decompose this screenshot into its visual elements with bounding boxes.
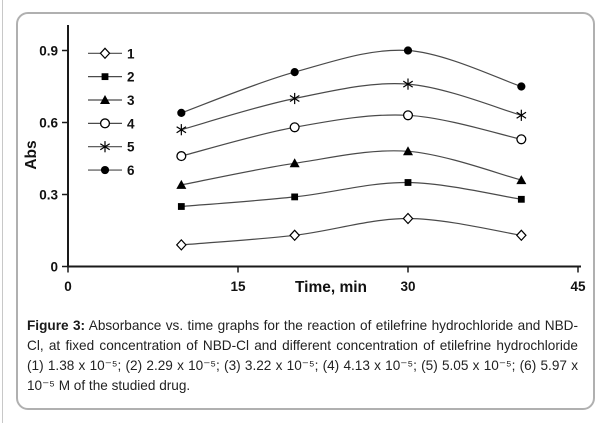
series-1-marker-40min <box>515 229 527 242</box>
legend-item-6-label: 6 <box>127 163 135 178</box>
series-5-marker-40min <box>516 109 527 121</box>
x-axis-label: Time, min <box>295 279 367 296</box>
figure-caption-label: Figure 3: <box>27 318 86 333</box>
series-1-marker-20min <box>289 229 301 242</box>
series-3-line <box>181 150 522 186</box>
legend-item-2: 2 <box>88 70 135 85</box>
series-6-line <box>181 49 522 114</box>
y-tick-label-0.9: 0.9 <box>39 44 58 59</box>
series-6-marker-40min <box>517 82 526 91</box>
series-5-marker-30min <box>402 78 414 90</box>
series-2-line <box>181 181 522 208</box>
legend-item-3: 3 <box>88 93 135 108</box>
series-6-marker-20min <box>290 68 299 77</box>
series-1-marker-30min <box>402 212 414 225</box>
series-2-marker-30min <box>404 179 412 186</box>
series-2-marker-20min <box>291 193 299 201</box>
absorbance-chart: 0 0.3 0.6 0.9 0 15 30 45 Time, min Abs 1 2 3 4 5 6 <box>23 25 586 296</box>
series-4-marker-30min <box>402 110 414 121</box>
series-2-marker-40min <box>517 195 525 203</box>
legend-item-4-label: 4 <box>127 116 135 131</box>
y-tick-label-0.3: 0.3 <box>39 188 58 203</box>
x-tick-label-0: 0 <box>64 279 72 294</box>
y-axis-label: Abs <box>23 140 40 169</box>
legend-item-3-label: 3 <box>127 93 135 108</box>
legend-item-2-label: 2 <box>127 70 135 85</box>
figure-caption: Figure 3: Absorbance vs. time graphs for… <box>27 316 578 396</box>
legend-item-1-marker <box>99 47 111 60</box>
legend-item-2-marker <box>101 73 109 81</box>
x-tick-label-45: 45 <box>570 279 586 294</box>
series-2-marker-10min <box>177 203 185 210</box>
legend-item-1-label: 1 <box>127 46 135 61</box>
legend-item-1: 1 <box>88 46 135 61</box>
series-1-line <box>181 217 522 246</box>
y-tick-label-0: 0 <box>50 260 58 275</box>
figure-card <box>16 12 595 410</box>
legend-item-6-marker <box>100 165 110 175</box>
legend-item-5-marker <box>99 141 111 153</box>
series-4-marker-40min <box>516 134 527 145</box>
series-6-marker-10min <box>177 108 186 117</box>
y-tick-label-0.6: 0.6 <box>39 116 58 131</box>
legend-item-4-marker <box>99 118 111 129</box>
left-border-line <box>2 0 3 423</box>
series-5-marker-10min <box>176 124 187 136</box>
legend-item-6: 6 <box>88 163 135 178</box>
legend-item-4: 4 <box>88 116 135 131</box>
series-5-marker-20min <box>289 92 300 105</box>
series-4-marker-20min <box>289 122 300 133</box>
figure-caption-text: Absorbance vs. time graphs for the react… <box>27 318 578 393</box>
series-5-line <box>181 83 522 131</box>
series-1-marker-10min <box>175 239 187 251</box>
series-3-marker-20min <box>289 158 300 168</box>
legend-item-3-marker <box>100 95 110 104</box>
series-4-marker-10min <box>176 151 187 162</box>
legend-item-5-label: 5 <box>127 140 135 155</box>
series-3-marker-40min <box>516 175 527 185</box>
series-4-line <box>181 114 522 157</box>
series-3-marker-10min <box>176 179 187 189</box>
series-3-marker-30min <box>403 146 413 156</box>
legend-item-5: 5 <box>88 140 135 155</box>
series-6-marker-30min <box>403 46 413 55</box>
x-tick-label-30: 30 <box>400 279 415 294</box>
x-tick-label-15: 15 <box>230 279 246 294</box>
